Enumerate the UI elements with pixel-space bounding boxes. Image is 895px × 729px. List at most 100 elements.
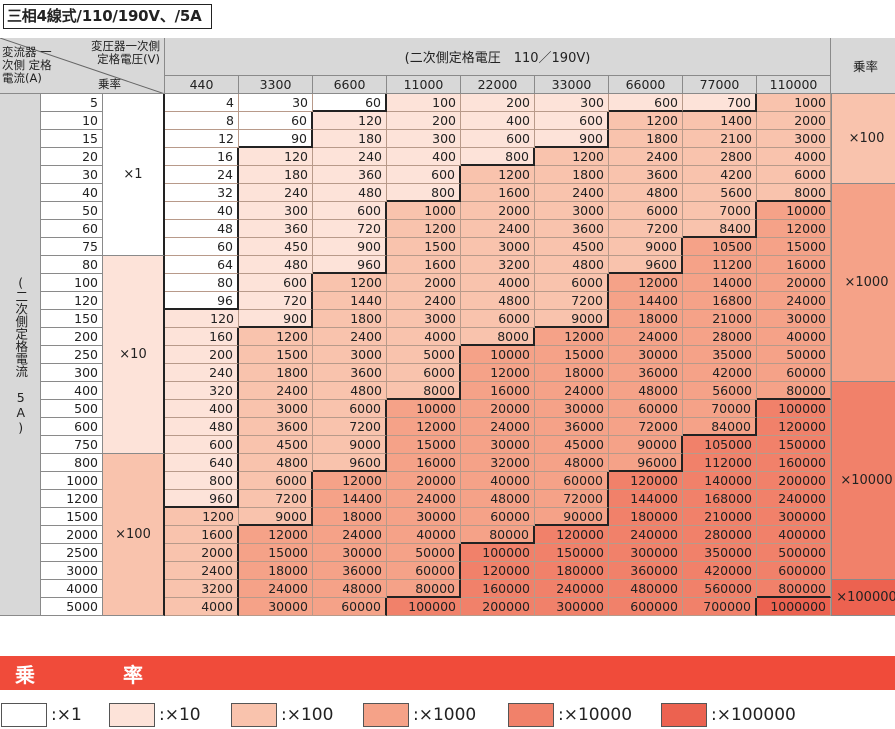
table-cell: 640 — [165, 454, 239, 472]
table-cell: 6000 — [239, 472, 313, 490]
table-cell: 7200 — [535, 292, 609, 310]
table-cell: 480 — [239, 256, 313, 274]
table-cell: 4200 — [683, 166, 757, 184]
table-cell: 48000 — [313, 580, 387, 598]
table-cell: 30000 — [387, 508, 461, 526]
table-cell: 15000 — [239, 544, 313, 562]
secondary-current-text: (二次側定格電流 5A) — [13, 274, 29, 435]
secondary-current-label: (二次側定格電流 5A) — [0, 94, 41, 616]
table-cell: 160000 — [461, 580, 535, 598]
table-cell: 24000 — [535, 382, 609, 400]
voltage-header: 33000 — [535, 76, 609, 94]
legend-swatch — [231, 703, 277, 727]
table-cell: 120 — [239, 148, 313, 166]
legend-item: :×10 — [109, 702, 201, 728]
table-cell: 3200 — [461, 256, 535, 274]
table-cell: 600000 — [757, 562, 831, 580]
table-cell: 4800 — [609, 184, 683, 202]
table-cell: 90000 — [535, 508, 609, 526]
table-cell: 240000 — [757, 490, 831, 508]
table-cell: 60 — [239, 112, 313, 130]
table-cell: 1200 — [387, 220, 461, 238]
table-cell: 8 — [165, 112, 239, 130]
table-cell: 60 — [313, 94, 387, 112]
table-cell: 40 — [165, 202, 239, 220]
table-cell: 1000000 — [757, 598, 831, 616]
legend-banner: 乗 率 — [0, 656, 895, 690]
table-cell: 9000 — [535, 310, 609, 328]
table-cell: 3000 — [239, 400, 313, 418]
table-cell: 100000 — [461, 544, 535, 562]
table-cell: 300 — [387, 130, 461, 148]
table-cell: 4000 — [165, 598, 239, 616]
table-cell: 40000 — [461, 472, 535, 490]
voltage-header: 77000 — [683, 76, 757, 94]
table-cell: 24000 — [757, 292, 831, 310]
table-cell: 180000 — [535, 562, 609, 580]
table-cell: 800 — [165, 472, 239, 490]
ct-multiplier: ×100 — [103, 454, 165, 616]
table-cell: 16000 — [757, 256, 831, 274]
table-cell: 8000 — [461, 328, 535, 346]
table-cell: 180 — [313, 130, 387, 148]
table-cell: 12000 — [239, 526, 313, 544]
ct-current-label: 変流器 一次側 定格電流(A) — [2, 45, 52, 85]
table-cell: 105000 — [683, 436, 757, 454]
table-cell: 360 — [239, 220, 313, 238]
result-multiplier: ×100 — [831, 94, 895, 184]
ct-current: 1000 — [41, 472, 103, 490]
table-cell: 28000 — [683, 328, 757, 346]
table-cell: 300 — [239, 202, 313, 220]
table-cell: 6000 — [387, 364, 461, 382]
table-cell: 960 — [165, 490, 239, 508]
ct-multiplier: ×1 — [103, 94, 165, 256]
table-cell: 120 — [165, 310, 239, 328]
table-cell: 30000 — [757, 310, 831, 328]
table-cell: 1000 — [387, 202, 461, 220]
legend-swatch — [109, 703, 155, 727]
table-cell: 4500 — [535, 238, 609, 256]
table-cell: 24000 — [239, 580, 313, 598]
table-cell: 6000 — [461, 310, 535, 328]
table-cell: 1200 — [609, 112, 683, 130]
ct-current: 600 — [41, 418, 103, 436]
table-cell: 15000 — [535, 346, 609, 364]
ct-current: 100 — [41, 274, 103, 292]
table-cell: 10000 — [757, 202, 831, 220]
table-cell: 800 — [387, 184, 461, 202]
table-cell: 30000 — [609, 346, 683, 364]
table-cell: 150000 — [535, 544, 609, 562]
table-cell: 3200 — [165, 580, 239, 598]
table-cell: 200000 — [757, 472, 831, 490]
legend-label: :×1000 — [413, 705, 477, 725]
table-cell: 6000 — [757, 166, 831, 184]
table-cell: 300000 — [535, 598, 609, 616]
table-cell: 2400 — [313, 328, 387, 346]
table-cell: 7200 — [609, 220, 683, 238]
table-cell: 3000 — [757, 130, 831, 148]
ct-current: 30 — [41, 166, 103, 184]
table-cell: 600 — [535, 112, 609, 130]
table-cell: 144000 — [609, 490, 683, 508]
table-cell: 90000 — [609, 436, 683, 454]
legend-swatch — [661, 703, 707, 727]
table-cell: 48000 — [535, 454, 609, 472]
corner-header: 変圧器一次側 定格電圧(V) 変流器 一次側 定格電流(A) 乗率 — [0, 38, 165, 94]
legend-label: :×10 — [159, 705, 201, 725]
legend-swatch — [363, 703, 409, 727]
table-cell: 100 — [387, 94, 461, 112]
table-cell: 240000 — [535, 580, 609, 598]
table-cell: 900 — [313, 238, 387, 256]
table-cell: 3000 — [535, 202, 609, 220]
table-cell: 48 — [165, 220, 239, 238]
table-cell: 140000 — [683, 472, 757, 490]
ct-current: 750 — [41, 436, 103, 454]
legend-item: :×1000 — [363, 702, 476, 728]
table-cell: 200000 — [461, 598, 535, 616]
table-cell: 2400 — [461, 220, 535, 238]
table-cell: 120000 — [461, 562, 535, 580]
legend-label: :×100 — [281, 705, 334, 725]
table-cell: 6000 — [609, 202, 683, 220]
table-cell: 2400 — [535, 184, 609, 202]
table-cell: 24 — [165, 166, 239, 184]
